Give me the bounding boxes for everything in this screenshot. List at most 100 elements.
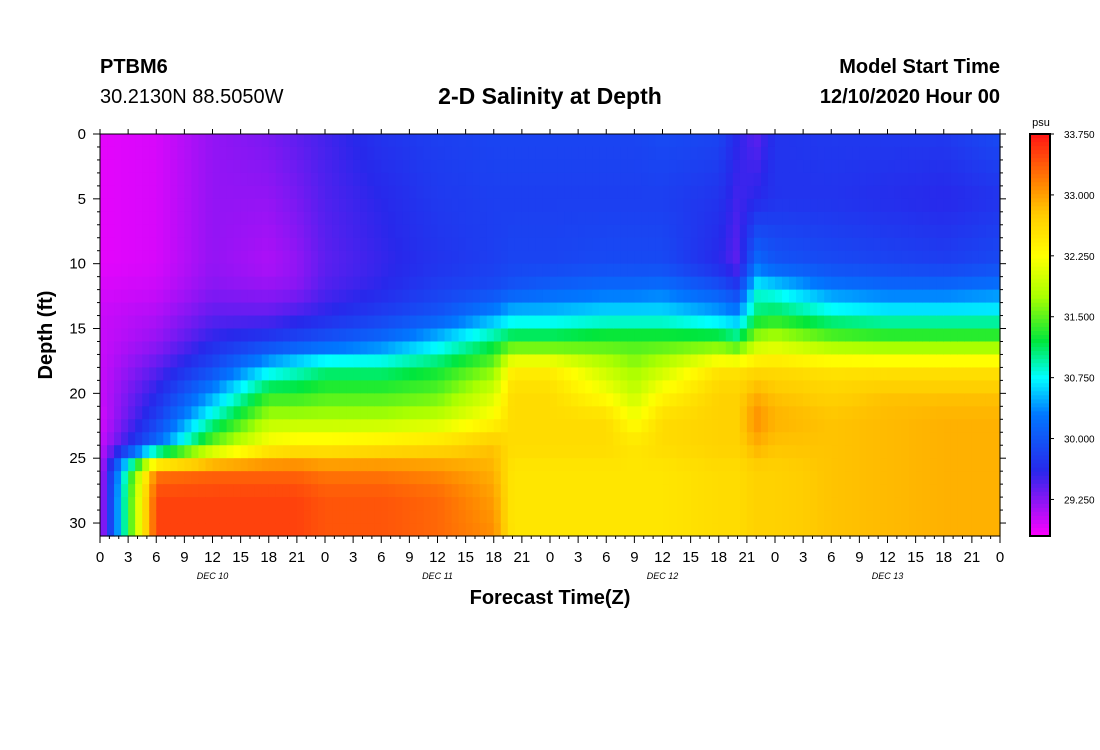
heatmap-cell <box>346 237 354 252</box>
heatmap-cell <box>592 393 600 407</box>
heatmap-cell <box>226 471 235 485</box>
heatmap-cell <box>521 367 530 381</box>
heatmap-cell <box>739 354 748 369</box>
heatmap-cell <box>437 276 446 291</box>
heatmap-cell <box>381 432 389 446</box>
heatmap-cell <box>978 263 987 278</box>
heatmap-cell <box>149 523 157 537</box>
heatmap-cell <box>310 341 319 356</box>
heatmap-cell <box>374 198 382 213</box>
heatmap-cell <box>100 224 108 239</box>
heatmap-cell <box>514 445 523 459</box>
heatmap-cell <box>929 146 938 161</box>
heatmap-cell <box>409 224 418 239</box>
heatmap-cell <box>226 458 235 472</box>
heatmap-cell <box>810 289 818 304</box>
heatmap-cell <box>458 380 467 394</box>
heatmap-cell <box>409 172 418 187</box>
heatmap-cell <box>578 172 586 187</box>
heatmap-cell <box>852 315 860 330</box>
heatmap-cell <box>542 497 551 511</box>
heatmap-cell <box>212 315 221 330</box>
heatmap-cell <box>416 289 425 304</box>
heatmap-cell <box>395 354 403 369</box>
heatmap-cell <box>465 315 474 330</box>
heatmap-cell <box>310 432 319 446</box>
heatmap-cell <box>296 250 305 265</box>
heatmap-cell <box>550 419 558 433</box>
heatmap-cell <box>507 146 516 161</box>
heatmap-cell <box>775 484 783 498</box>
heatmap-cell <box>416 134 425 148</box>
heatmap-cell <box>739 159 748 174</box>
heatmap-cell <box>571 276 579 291</box>
heatmap-cell <box>191 354 200 369</box>
heatmap-cell <box>114 263 122 278</box>
heatmap-cell <box>121 523 129 537</box>
heatmap-cell <box>585 250 593 265</box>
heatmap-cell <box>957 471 966 485</box>
heatmap-cell <box>542 276 551 291</box>
heatmap-cell <box>205 211 214 226</box>
heatmap-cell <box>929 406 938 420</box>
heatmap-cell <box>465 497 474 511</box>
heatmap-cell <box>282 484 291 498</box>
heatmap-cell <box>163 393 171 407</box>
heatmap-cell <box>156 211 164 226</box>
heatmap-cell <box>493 484 502 498</box>
heatmap-cell <box>416 523 425 537</box>
heatmap-cell <box>669 406 678 420</box>
heatmap-cell <box>929 354 938 369</box>
heatmap-cell <box>627 172 635 187</box>
heatmap-cell <box>578 289 586 304</box>
heatmap-cell <box>381 406 389 420</box>
heatmap-cell <box>978 367 987 381</box>
heatmap-cell <box>831 185 839 200</box>
heatmap-cell <box>128 354 136 369</box>
heatmap-cell <box>500 484 509 498</box>
heatmap-cell <box>746 328 755 343</box>
heatmap-cell <box>655 302 664 317</box>
heatmap-cell <box>388 302 396 317</box>
heatmap-cell <box>240 510 249 524</box>
heatmap-cell <box>641 497 650 511</box>
heatmap-cell <box>332 484 340 498</box>
heatmap-cell <box>493 445 502 459</box>
heatmap-cell <box>219 471 228 485</box>
heatmap-cell <box>296 367 305 381</box>
heatmap-cell <box>838 445 846 459</box>
heatmap-cell <box>402 393 410 407</box>
heatmap-cell <box>985 484 994 498</box>
heatmap-cell <box>760 432 769 446</box>
heatmap-cell <box>528 354 537 369</box>
heatmap-cell <box>170 237 178 252</box>
heatmap-cell <box>521 146 530 161</box>
heatmap-cell <box>922 211 931 226</box>
heatmap-cell <box>402 341 410 356</box>
heatmap-cell <box>782 341 790 356</box>
heatmap-cell <box>317 146 326 161</box>
y-tick-label: 25 <box>69 450 86 467</box>
heatmap-cell <box>282 341 291 356</box>
colorbar-tick-label: 29.250 <box>1064 495 1095 506</box>
heatmap-cell <box>641 172 650 187</box>
heatmap-cell <box>690 302 699 317</box>
heatmap-cell <box>156 146 164 161</box>
heatmap-cell <box>564 315 572 330</box>
heatmap-cell <box>451 302 460 317</box>
heatmap-cell <box>767 393 776 407</box>
heatmap-cell <box>634 224 643 239</box>
heatmap-cell <box>592 263 600 278</box>
heatmap-cell <box>198 224 207 239</box>
heatmap-cell <box>950 471 959 485</box>
heatmap-cell <box>514 134 523 148</box>
heatmap-cell <box>810 432 818 446</box>
heatmap-cell <box>367 146 375 161</box>
heatmap-cell <box>859 237 868 252</box>
heatmap-cell <box>310 185 319 200</box>
heatmap-cell <box>817 445 825 459</box>
heatmap-cell <box>564 445 572 459</box>
heatmap-cell <box>775 354 783 369</box>
heatmap-cell <box>922 146 931 161</box>
heatmap-cell <box>585 159 593 174</box>
